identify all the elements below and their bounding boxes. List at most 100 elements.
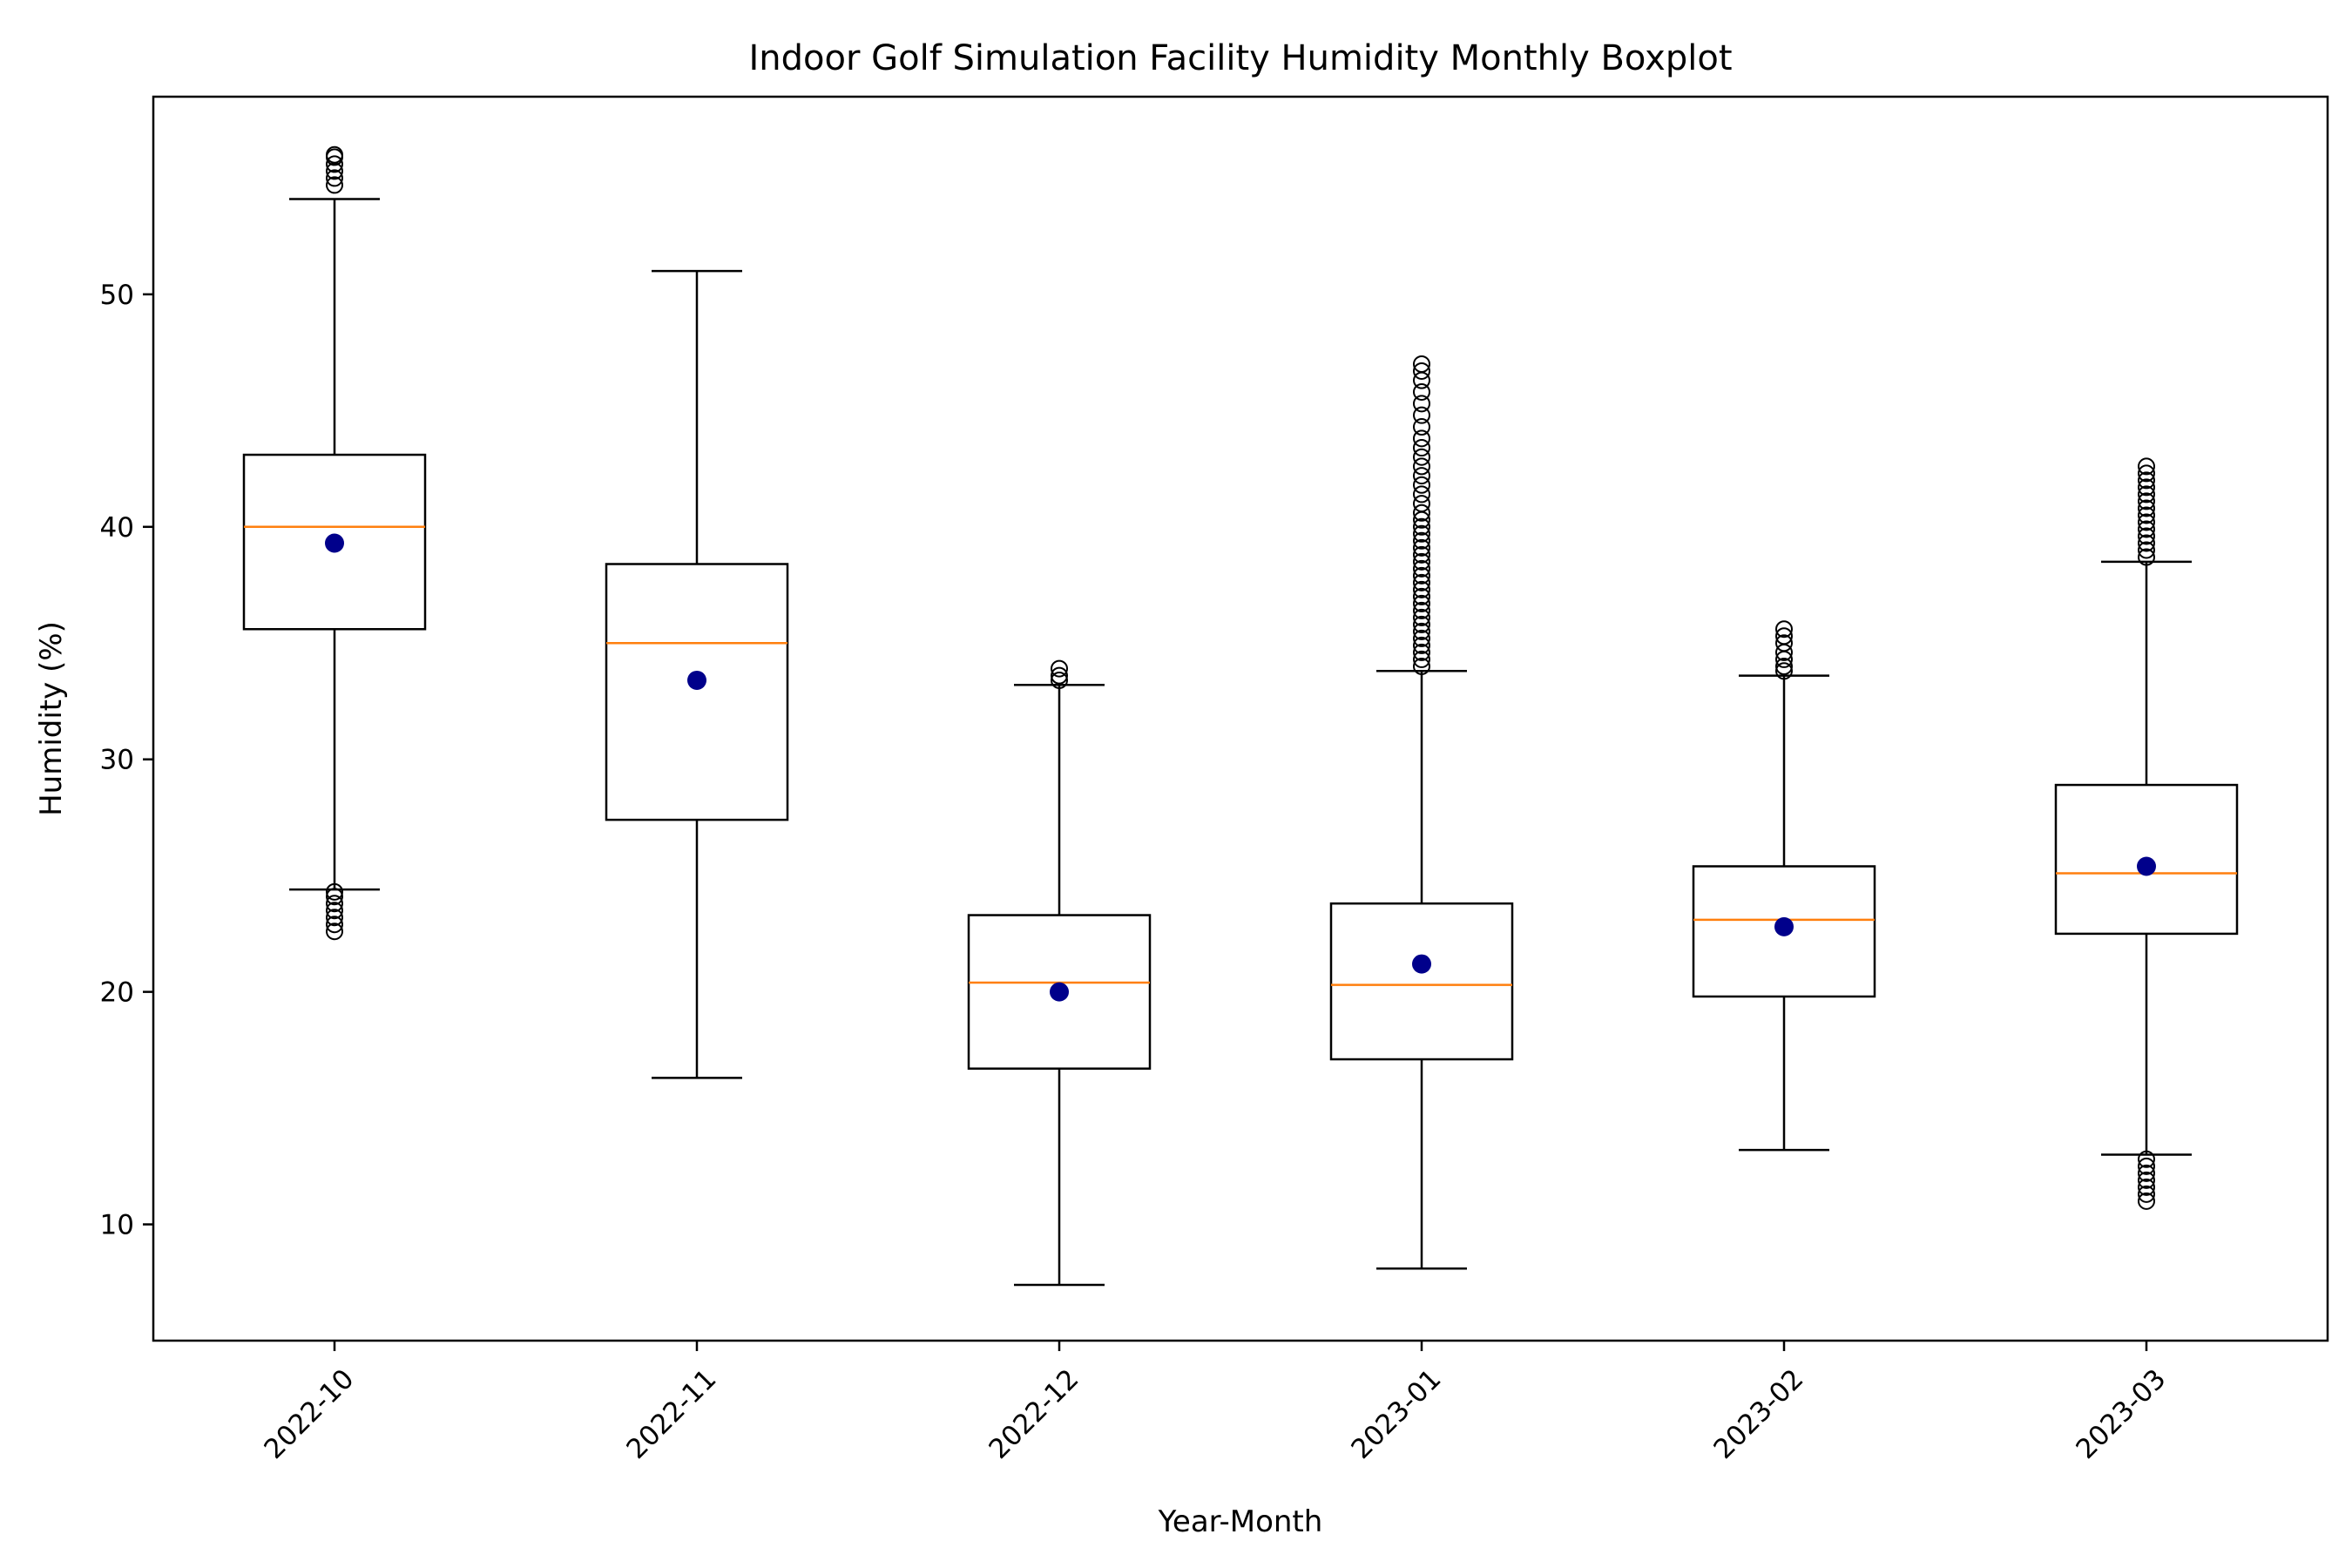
outlier-point [2138,464,2155,483]
outlier-point [2138,513,2155,531]
box-group-2023-01 [1329,355,1514,1270]
outlier-point [1413,524,1430,543]
outlier-point [2138,541,2155,559]
outlier-point [1413,476,1430,494]
y-tick-label: 10 [100,1210,134,1241]
x-tick-label: 2022-11 [620,1363,722,1465]
mean-marker [1050,982,1069,1002]
outlier-point [2138,485,2155,504]
mean-marker [1774,916,1794,936]
outlier-point [1413,429,1430,448]
outlier-point [2138,1164,2155,1182]
y-axis-label: Humidity (%) [34,621,69,816]
outlier-point [1413,615,1430,633]
outlier-point [1775,627,1793,645]
chart-title: Indoor Golf Simulation Facility Humidity… [748,38,1732,78]
outlier-point [1413,395,1430,413]
outlier-point [1413,406,1430,424]
outlier-point [326,145,343,164]
x-tick-label: 2023-02 [1707,1363,1809,1465]
outlier-point [1051,671,1068,689]
outlier-point [2138,499,2155,517]
y-tick-label: 50 [100,280,134,311]
outlier-point [2138,1157,2155,1175]
outlier-point [1413,371,1430,389]
y-tick-label: 30 [100,745,134,776]
outlier-point [1413,580,1430,598]
outlier-point [1413,587,1430,605]
box-group-2022-10 [242,145,427,941]
mean-marker [687,670,706,690]
outlier-point [2138,1192,2155,1210]
outlier-point [1413,643,1430,661]
outlier-point [2138,1150,2155,1168]
outlier-point [1413,622,1430,640]
outlier-point [1413,657,1430,675]
outlier-point [2138,1178,2155,1196]
outlier-point [1775,634,1793,652]
outlier-point [1413,467,1430,485]
box-group-2023-02 [1692,620,1876,1152]
mean-marker [1412,954,1431,974]
outlier-point [1413,594,1430,612]
outlier-point [2138,520,2155,538]
outlier-point [1413,355,1430,373]
outlier-point [1413,601,1430,619]
x-axis: 2022-10 2022-11 2022-12 2023-01 2023-02 2023-… [258,1341,2173,1465]
y-axis: 10 20 30 40 50 [100,280,153,1241]
x-tick-label: 2022-10 [258,1363,360,1465]
outlier-point [326,882,343,901]
outlier-point [1051,666,1068,685]
mean-marker [325,533,344,553]
outlier-point [1413,559,1430,578]
y-tick-label: 40 [100,512,134,544]
outlier-point [1413,566,1430,585]
outlier-point [326,902,343,920]
outlier-point [326,176,343,194]
iqr-box [605,563,789,821]
x-tick-label: 2022-12 [983,1363,1085,1465]
outlier-point [1413,448,1430,466]
outlier-point [1413,495,1430,513]
outlier-point [1413,573,1430,591]
outlier-point [1775,620,1793,639]
outlier-point [1413,531,1430,550]
outlier-point [2138,1185,2155,1203]
box-group-2022-11 [605,269,789,1079]
box-group-2023-03 [2054,457,2239,1210]
outlier-point [1413,457,1430,476]
outlier-point [2138,548,2155,566]
outlier-point [2138,478,2155,497]
outlier-point [326,916,343,934]
x-tick-label: 2023-03 [2070,1363,2172,1465]
outlier-point [1413,636,1430,654]
outlier-point [1413,418,1430,436]
outlier-point [1413,504,1430,522]
outlier-point [326,888,343,906]
outlier-point [1413,485,1430,504]
outlier-point [1413,439,1430,457]
outlier-point [326,909,343,927]
mean-marker [2137,856,2156,876]
outlier-point [1413,608,1430,626]
outlier-point [1775,657,1793,675]
boxes-group [242,145,2239,1287]
outlier-point [326,895,343,913]
outlier-point [1413,552,1430,571]
outlier-point [326,923,343,941]
plot-area-frame [152,95,2329,1342]
outlier-point [2138,506,2155,524]
outlier-point [1051,659,1068,678]
outlier-point [1413,538,1430,557]
outlier-point [326,169,343,187]
outlier-point [2138,1171,2155,1189]
outlier-point [1413,545,1430,564]
outlier-point [1413,629,1430,647]
outlier-point [2138,457,2155,476]
outlier-point [1413,382,1430,401]
box-group-2022-12 [967,659,1152,1287]
outlier-point [326,155,343,173]
iqr-box [1329,902,1514,1061]
y-tick-label: 20 [100,977,134,1009]
